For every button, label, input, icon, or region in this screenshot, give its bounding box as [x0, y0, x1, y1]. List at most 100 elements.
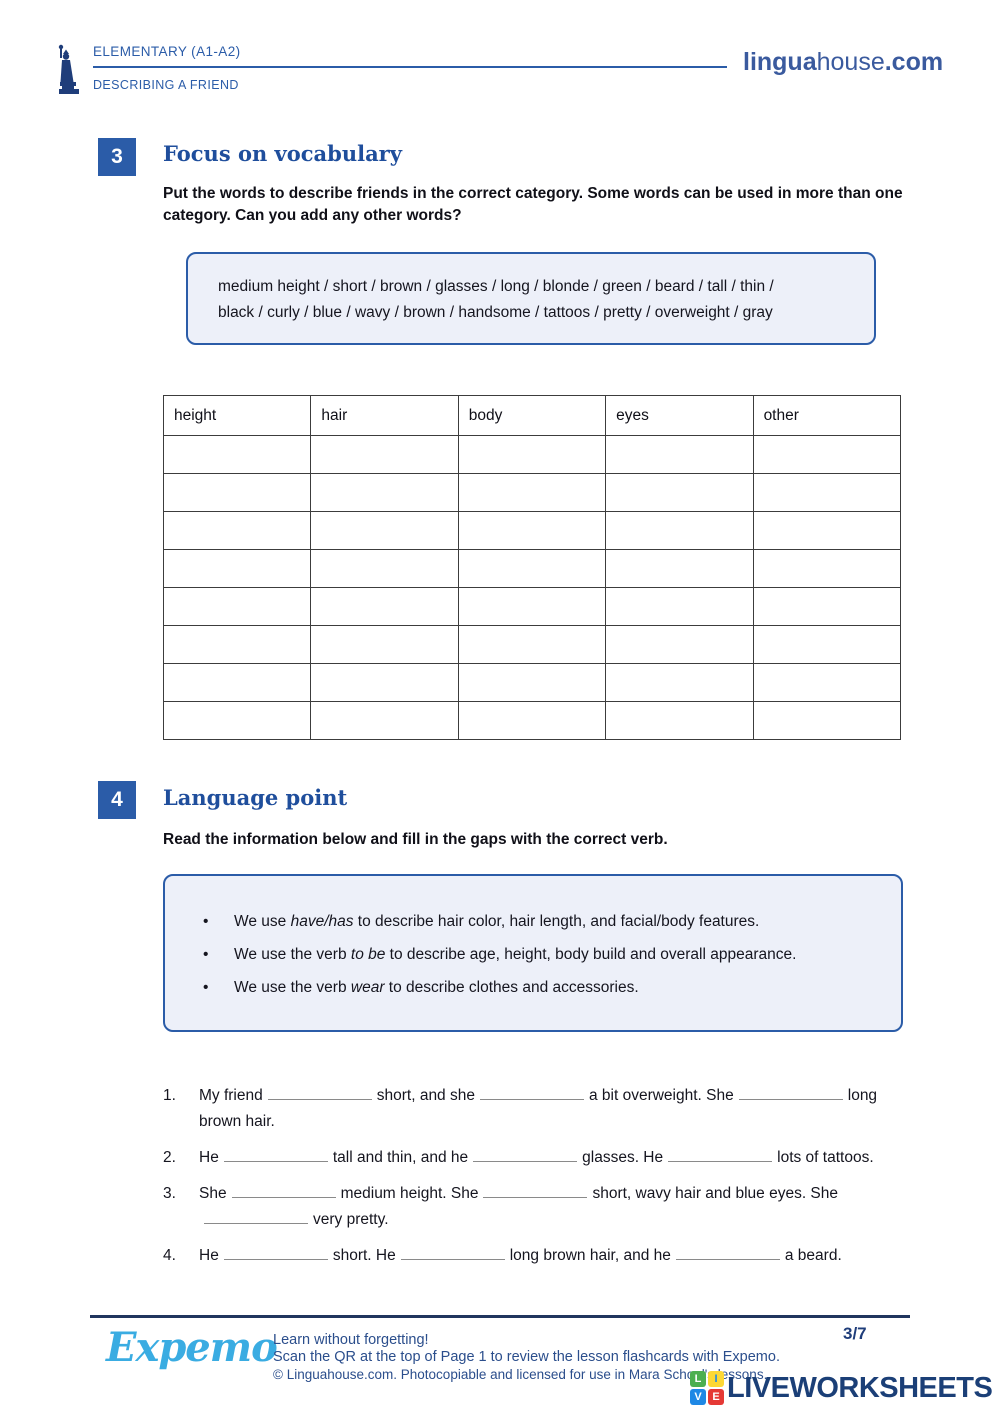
liveworksheets-wordmark: LIVEWORKSHEETS — [727, 1371, 993, 1404]
word-bank-line-1: medium height / short / brown / glasses … — [218, 278, 774, 295]
section-4-instructions: Read the information below and fill in t… — [163, 831, 668, 848]
table-cell[interactable] — [752, 549, 902, 588]
table-cell[interactable] — [310, 511, 459, 550]
table-cell[interactable] — [752, 473, 902, 512]
table-cell[interactable] — [605, 473, 754, 512]
section-3-title: Focus on vocabulary — [163, 141, 402, 166]
table-cell[interactable] — [162, 701, 312, 740]
table-cell[interactable] — [605, 511, 754, 550]
exercise-sentence: He short. He long brown hair, and he a bear… — [199, 1243, 903, 1269]
answer-blank[interactable] — [204, 1208, 308, 1224]
table-cell[interactable] — [310, 549, 459, 588]
rule-text: We use the verb to be to describe age, h… — [234, 945, 796, 964]
table-cell[interactable] — [310, 625, 459, 664]
table-cell[interactable] — [162, 625, 312, 664]
answer-blank[interactable] — [223, 1146, 328, 1162]
table-cell[interactable] — [752, 511, 902, 550]
statue-of-liberty-icon — [57, 44, 81, 101]
logo-com: .com — [884, 48, 944, 76]
table-cell[interactable] — [162, 473, 312, 512]
sentence-fragment: He — [199, 1149, 219, 1166]
column-header-body: body — [457, 395, 607, 436]
sentence-fragment: He — [199, 1247, 219, 1264]
answer-blank[interactable] — [483, 1182, 588, 1198]
table-row — [162, 587, 902, 626]
table-cell[interactable] — [457, 435, 607, 474]
table-cell[interactable] — [457, 663, 607, 702]
answer-blank[interactable] — [400, 1244, 505, 1260]
answer-blank[interactable] — [479, 1084, 584, 1100]
table-row — [162, 663, 902, 702]
liveworksheets-logo-icon: L I V E — [690, 1371, 724, 1405]
table-cell[interactable] — [162, 435, 312, 474]
table-row — [162, 701, 902, 740]
table-cell[interactable] — [310, 435, 459, 474]
answer-blank[interactable] — [223, 1244, 328, 1260]
answer-blank[interactable] — [668, 1146, 773, 1162]
rule-item: • We use have/has to describe hair color… — [203, 912, 881, 931]
table-cell[interactable] — [752, 625, 902, 664]
table-cell[interactable] — [605, 701, 754, 740]
table-cell[interactable] — [457, 701, 607, 740]
table-cell[interactable] — [310, 587, 459, 626]
table-cell[interactable] — [457, 473, 607, 512]
table-cell[interactable] — [162, 549, 312, 588]
footer-text-block: Learn without forgetting! Scan the QR at… — [273, 1332, 780, 1383]
answer-blank[interactable] — [267, 1084, 372, 1100]
page-number: 3/7 — [843, 1324, 867, 1343]
rule-text-pre: We use — [234, 913, 291, 930]
table-cell[interactable] — [162, 663, 312, 702]
table-cell[interactable] — [457, 511, 607, 550]
course-level-label: ELEMENTARY (A1-A2) — [93, 44, 241, 59]
answer-blank[interactable] — [231, 1182, 336, 1198]
gap-fill-exercises: 1. My friend short, and she a bit overweig… — [163, 1083, 903, 1279]
sentence-fragment: lots of tattoos. — [777, 1149, 874, 1166]
table-cell[interactable] — [605, 587, 754, 626]
table-cell[interactable] — [605, 663, 754, 702]
table-cell[interactable] — [752, 435, 902, 474]
sentence-fragment: short, and she — [376, 1087, 475, 1104]
table-cell[interactable] — [457, 625, 607, 664]
sentence-fragment: She — [199, 1185, 227, 1202]
column-header-hair: hair — [310, 395, 459, 436]
footer-copyright: © Linguahouse.com. Photocopiable and lic… — [273, 1367, 768, 1382]
bullet-marker: • — [203, 979, 209, 996]
footer-divider — [90, 1315, 910, 1318]
answer-blank[interactable] — [473, 1146, 578, 1162]
table-cell[interactable] — [752, 587, 902, 626]
language-rules-box: • We use have/has to describe hair color… — [163, 874, 903, 1032]
vocabulary-table: height hair body eyes other — [162, 395, 902, 740]
table-cell[interactable] — [752, 701, 902, 740]
sentence-fragment: very pretty. — [313, 1211, 389, 1228]
table-cell[interactable] — [310, 473, 459, 512]
live-letter-i: I — [708, 1371, 724, 1387]
section-3-number-badge: 3 — [98, 138, 136, 176]
table-cell[interactable] — [457, 587, 607, 626]
exercise-item-3: 3. She medium height. She short, wavy hair… — [163, 1181, 903, 1233]
table-cell[interactable] — [162, 511, 312, 550]
table-cell[interactable] — [752, 663, 902, 702]
rule-text: We use the verb wear to describe clothes… — [234, 978, 639, 997]
section-4-number-badge: 4 — [98, 781, 136, 819]
exercise-number: 2. — [163, 1149, 176, 1166]
table-cell[interactable] — [162, 587, 312, 626]
exercise-item-1: 1. My friend short, and she a bit overweig… — [163, 1083, 903, 1135]
sentence-fragment: long brown hair. — [199, 1087, 878, 1130]
column-header-other: other — [752, 395, 902, 436]
section-3-instructions: Put the words to describe friends in the… — [163, 185, 903, 225]
table-cell[interactable] — [605, 549, 754, 588]
answer-blank[interactable] — [675, 1244, 780, 1260]
sentence-fragment: glasses. He — [582, 1149, 664, 1166]
table-cell[interactable] — [310, 663, 459, 702]
exercise-sentence: She medium height. She short, wavy hair an… — [199, 1181, 903, 1233]
table-cell[interactable] — [605, 625, 754, 664]
table-cell[interactable] — [457, 549, 607, 588]
answer-blank[interactable] — [738, 1084, 843, 1100]
table-row — [162, 435, 902, 474]
sentence-fragment: tall and thin, and he — [332, 1149, 469, 1166]
table-cell[interactable] — [310, 701, 459, 740]
exercise-item-4: 4. He short. He long brown hair, and he a b… — [163, 1243, 903, 1269]
sentence-fragment: short, wavy hair and blue eyes. She — [592, 1185, 839, 1202]
table-cell[interactable] — [605, 435, 754, 474]
column-header-height: height — [162, 395, 312, 436]
